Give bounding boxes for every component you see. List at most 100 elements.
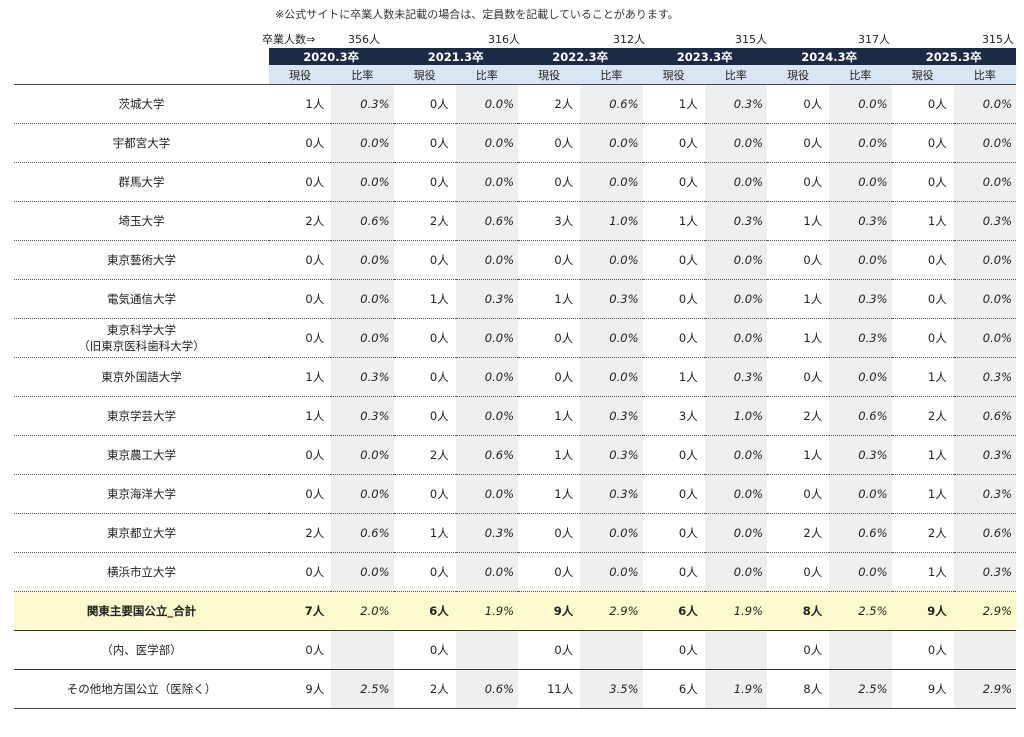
subheader-count: 現役	[518, 65, 581, 85]
university-name: 横浜市立大学	[107, 565, 176, 579]
count-cell: 2人	[767, 513, 830, 553]
ratio-cell	[580, 630, 643, 670]
ratio-cell: 0.0%	[580, 318, 643, 358]
count-cell: 1人	[891, 201, 954, 241]
university-name: 東京藝術大学	[107, 253, 176, 267]
subheader-ratio: 比率	[953, 65, 1016, 85]
ratio-cell: 0.0%	[704, 318, 767, 358]
ratio-cell: 0.0%	[331, 552, 394, 592]
count-cell: 0人	[393, 474, 456, 514]
count-cell: 0人	[393, 318, 456, 358]
ratio-cell: 1.0%	[580, 201, 643, 241]
count-cell: 2人	[518, 84, 581, 124]
ratio-cell: 0.3%	[953, 357, 1016, 397]
ratio-cell: 0.6%	[455, 435, 518, 475]
ratio-cell: 0.0%	[455, 318, 518, 358]
ratio-cell: 2.9%	[953, 669, 1016, 709]
ratio-cell: 1.9%	[455, 591, 518, 631]
count-cell: 1人	[269, 357, 332, 397]
ratio-cell	[331, 630, 394, 670]
ratio-cell: 0.0%	[829, 552, 892, 592]
count-cell: 0人	[518, 513, 581, 553]
ratio-cell	[455, 630, 518, 670]
count-cell: 0人	[642, 279, 705, 319]
ratio-cell: 0.0%	[331, 318, 394, 358]
count-cell: 1人	[518, 435, 581, 475]
university-name-cell: 茨城大学	[14, 84, 269, 124]
count-cell: 0人	[642, 474, 705, 514]
table-body: 茨城大学 1人 0.3% 0人 0.0% 2人 0.6% 1人 0.3% 0人 0.0% 0人 0.0%…	[14, 84, 1016, 709]
university-name-cell: （内、医学部）	[14, 630, 269, 670]
ratio-cell: 0.0%	[580, 552, 643, 592]
count-cell: 1人	[642, 201, 705, 241]
table-row: 埼玉大学 2人 0.6% 2人 0.6% 3人 1.0% 1人 0.3% 1人 0.3% 1人 0.3%	[14, 201, 1016, 241]
count-cell: 0人	[767, 630, 830, 670]
university-name: 埼玉大学	[118, 214, 165, 228]
university-name: 関東主要国公立_合計	[86, 604, 197, 618]
count-cell: 0人	[642, 435, 705, 475]
university-name: （内、医学部）	[101, 643, 182, 657]
ratio-cell: 0.0%	[704, 279, 767, 319]
ratio-cell: 0.3%	[704, 201, 767, 241]
table-row: 東京都立大学 2人 0.6% 1人 0.3% 0人 0.0% 0人 0.0% 2人 0.6% 2人 0.…	[14, 513, 1016, 553]
ratio-cell: 1.9%	[704, 591, 767, 631]
subheader-count: 現役	[642, 65, 705, 85]
count-cell: 2人	[767, 396, 830, 436]
count-cell: 0人	[642, 240, 705, 280]
university-name: 東京都立大学	[107, 526, 176, 540]
count-cell: 0人	[891, 240, 954, 280]
count-cell: 0人	[642, 123, 705, 163]
university-name-cell: 東京藝術大学	[14, 240, 269, 280]
count-cell: 1人	[891, 552, 954, 592]
count-cell: 0人	[269, 630, 332, 670]
subheader-ratio: 比率	[829, 65, 892, 85]
year-header: 2023.3卒	[642, 48, 767, 65]
university-name: 東京学芸大学	[107, 409, 176, 423]
count-cell: 0人	[767, 552, 830, 592]
count-cell: 1人	[518, 396, 581, 436]
ratio-cell: 0.3%	[953, 552, 1016, 592]
count-cell: 0人	[518, 123, 581, 163]
ratio-cell: 0.0%	[455, 552, 518, 592]
count-cell: 0人	[393, 240, 456, 280]
university-name: 宇都宮大学	[112, 136, 171, 150]
ratio-cell: 0.0%	[455, 123, 518, 163]
count-cell: 9人	[518, 591, 581, 631]
count-cell: 3人	[518, 201, 581, 241]
count-cell: 1人	[767, 201, 830, 241]
count-cell: 0人	[767, 123, 830, 163]
count-cell: 3人	[642, 396, 705, 436]
graduates-row: 卒業人数⇒ 356人 316人 312人 315人 317人 315人	[0, 31, 1024, 47]
ratio-cell: 0.3%	[331, 396, 394, 436]
count-cell: 1人	[518, 279, 581, 319]
subheader-count: 現役	[269, 65, 332, 85]
subheader-ratio: 比率	[704, 65, 767, 85]
count-cell: 1人	[269, 84, 332, 124]
ratio-cell: 0.0%	[580, 123, 643, 163]
count-cell: 0人	[518, 357, 581, 397]
subheader-ratio: 比率	[580, 65, 643, 85]
university-name-cell: 関東主要国公立_合計	[14, 591, 269, 631]
count-cell: 9人	[891, 669, 954, 709]
university-name: 東京農工大学	[107, 448, 176, 462]
university-name: その他地方国公立（医除く）	[66, 682, 217, 696]
ratio-cell: 0.3%	[331, 357, 394, 397]
university-name-cell: 横浜市立大学	[14, 552, 269, 592]
ratio-cell: 0.0%	[829, 162, 892, 202]
ratio-cell: 0.3%	[704, 357, 767, 397]
count-cell: 0人	[891, 630, 954, 670]
university-name-cell: 群馬大学	[14, 162, 269, 202]
university-name-cell: 電気通信大学	[14, 279, 269, 319]
university-name-cell: 東京農工大学	[14, 435, 269, 475]
ratio-cell: 0.0%	[331, 474, 394, 514]
ratio-cell: 0.0%	[455, 474, 518, 514]
count-cell: 2人	[393, 201, 456, 241]
count-cell: 6人	[642, 669, 705, 709]
ratio-cell: 0.0%	[953, 84, 1016, 124]
ratio-cell: 0.0%	[455, 240, 518, 280]
count-cell: 0人	[767, 357, 830, 397]
count-cell: 1人	[269, 396, 332, 436]
count-cell: 1人	[891, 474, 954, 514]
ratio-cell	[829, 630, 892, 670]
graduates-2021: 316人	[488, 33, 520, 46]
